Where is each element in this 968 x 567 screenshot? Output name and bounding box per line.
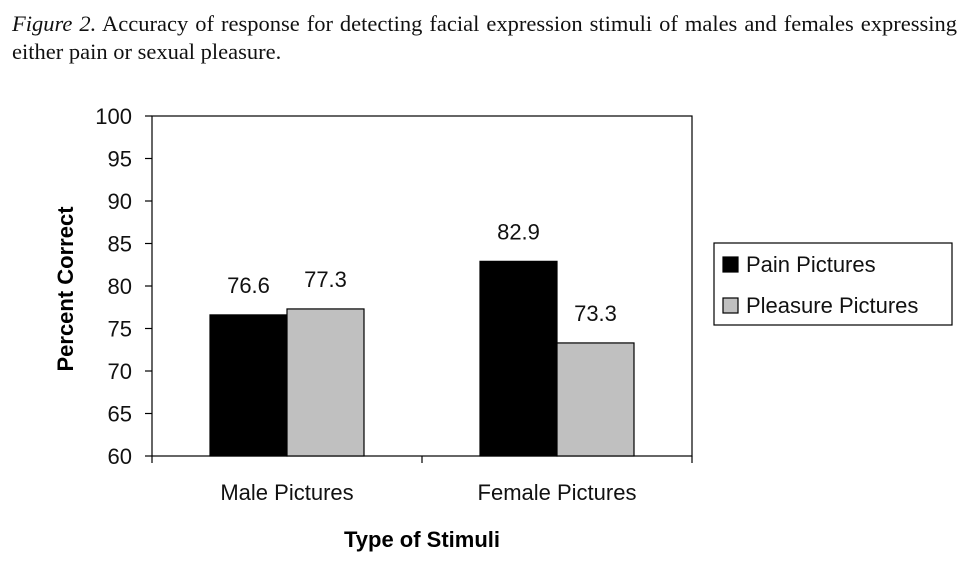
- bar: [556, 342, 635, 457]
- data-label: 77.3: [304, 267, 347, 292]
- x-axis-title: Type of Stimuli: [344, 527, 500, 552]
- y-axis-ticks: 60 65 70 75 80 85 90 95 100: [95, 104, 152, 469]
- x-axis-categories: Male Pictures Female Pictures: [151, 456, 693, 505]
- y-tick-label: 80: [108, 274, 132, 299]
- data-label: 82.9: [497, 219, 540, 244]
- y-tick-label: 95: [108, 147, 132, 172]
- data-labels: 76.6 82.9 77.3 73.3: [227, 219, 617, 326]
- figure-caption: Figure 2. Accuracy of response for detec…: [12, 10, 957, 66]
- x-category-label: Female Pictures: [478, 480, 637, 505]
- y-tick-label: 75: [108, 317, 132, 342]
- y-tick-label: 60: [108, 444, 132, 469]
- figure-label: Figure 2.: [12, 11, 97, 36]
- y-axis-title: Percent Correct: [53, 206, 78, 372]
- legend: Pain Pictures Pleasure Pictures: [713, 242, 953, 326]
- legend-label: Pain Pictures: [746, 252, 876, 277]
- legend-box: [713, 242, 953, 326]
- bar: [286, 308, 365, 457]
- legend-swatch: [722, 256, 739, 273]
- y-tick-label: 85: [108, 232, 132, 257]
- caption-text: Accuracy of response for detecting facia…: [12, 11, 957, 64]
- x-category-label: Male Pictures: [220, 480, 353, 505]
- bar: [479, 260, 558, 457]
- y-tick-label: 100: [95, 104, 132, 129]
- y-tick-label: 90: [108, 189, 132, 214]
- legend-label: Pleasure Pictures: [746, 293, 918, 318]
- bars: [209, 260, 635, 457]
- data-label: 76.6: [227, 273, 270, 298]
- y-tick-label: 65: [108, 402, 132, 427]
- legend-swatch: [722, 297, 739, 314]
- bar: [209, 314, 288, 457]
- data-label: 73.3: [574, 301, 617, 326]
- y-tick-label: 70: [108, 359, 132, 384]
